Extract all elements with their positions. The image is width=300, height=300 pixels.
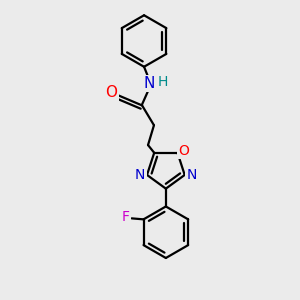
Text: O: O (105, 85, 117, 100)
Text: N: N (135, 168, 145, 182)
Text: O: O (178, 144, 189, 158)
Text: N: N (143, 76, 155, 91)
Text: F: F (122, 210, 130, 224)
Text: N: N (186, 168, 197, 182)
Text: H: H (158, 75, 168, 88)
